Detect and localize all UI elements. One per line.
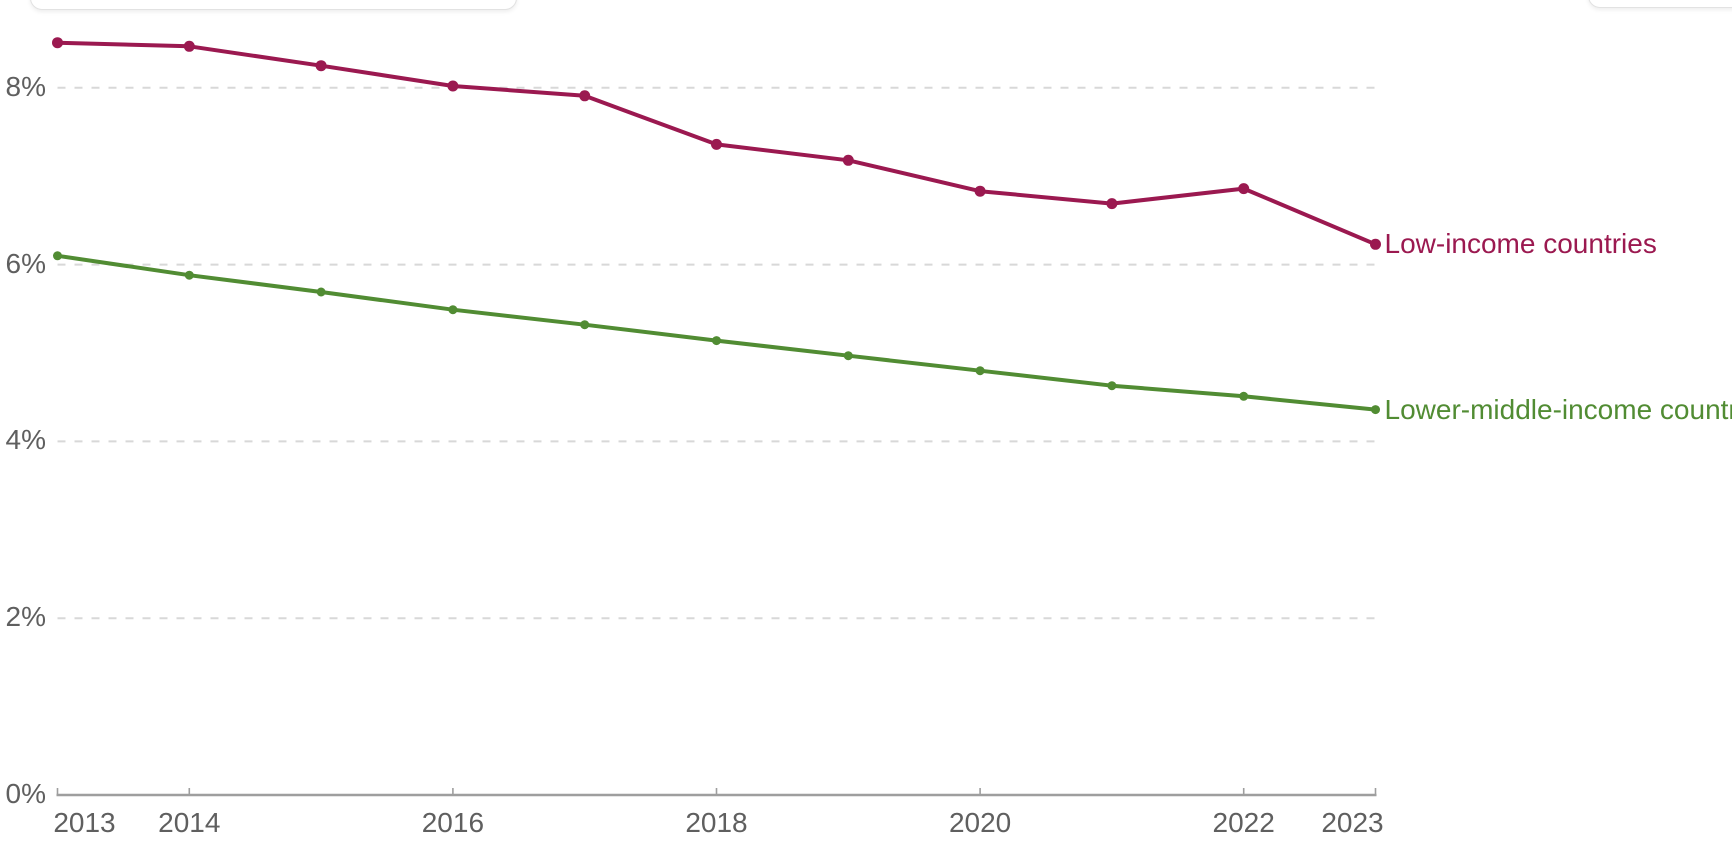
data-point[interactable]	[842, 154, 854, 166]
x-axis-label: 2020	[948, 807, 1012, 838]
data-point[interactable]	[1238, 183, 1250, 195]
data-point[interactable]	[843, 351, 853, 361]
data-point[interactable]	[1239, 391, 1249, 401]
data-point[interactable]	[447, 80, 459, 92]
data-point[interactable]	[183, 40, 195, 52]
data-point[interactable]	[974, 185, 986, 197]
y-axis-label: 4%	[5, 424, 46, 456]
series-line-lower-middle-income[interactable]	[55, 253, 1378, 412]
x-axis-label: 2018	[685, 807, 748, 838]
data-point[interactable]	[316, 287, 326, 297]
x-axis-label: 2022	[1212, 807, 1275, 838]
data-point[interactable]	[579, 90, 591, 102]
data-point[interactable]	[53, 251, 62, 261]
data-point[interactable]	[975, 366, 985, 376]
series-label-lower-middle-income[interactable]: Lower-middle-income countries	[1384, 393, 1732, 425]
data-point[interactable]	[1106, 198, 1118, 210]
x-axis-label: 2023	[1321, 807, 1384, 838]
data-point[interactable]	[1371, 405, 1380, 415]
data-point[interactable]	[184, 270, 194, 280]
data-point[interactable]	[711, 138, 722, 150]
x-axis-label: 2016	[421, 807, 485, 838]
series-label-low-income[interactable]: Low-income countries	[1384, 228, 1657, 260]
y-axis-label: 0%	[5, 778, 46, 809]
data-point[interactable]	[712, 336, 721, 346]
x-axis-label: 2014	[158, 807, 221, 838]
data-point[interactable]	[315, 60, 327, 72]
data-point[interactable]	[448, 305, 458, 315]
data-point[interactable]	[580, 320, 590, 330]
y-axis-label: 8%	[5, 70, 46, 102]
data-point[interactable]	[1370, 238, 1381, 250]
x-axis-label: 2013	[53, 807, 116, 838]
data-point[interactable]	[52, 37, 63, 49]
y-axis-label: 6%	[5, 247, 46, 279]
data-point[interactable]	[1107, 381, 1117, 391]
y-axis-label: 2%	[5, 601, 46, 633]
